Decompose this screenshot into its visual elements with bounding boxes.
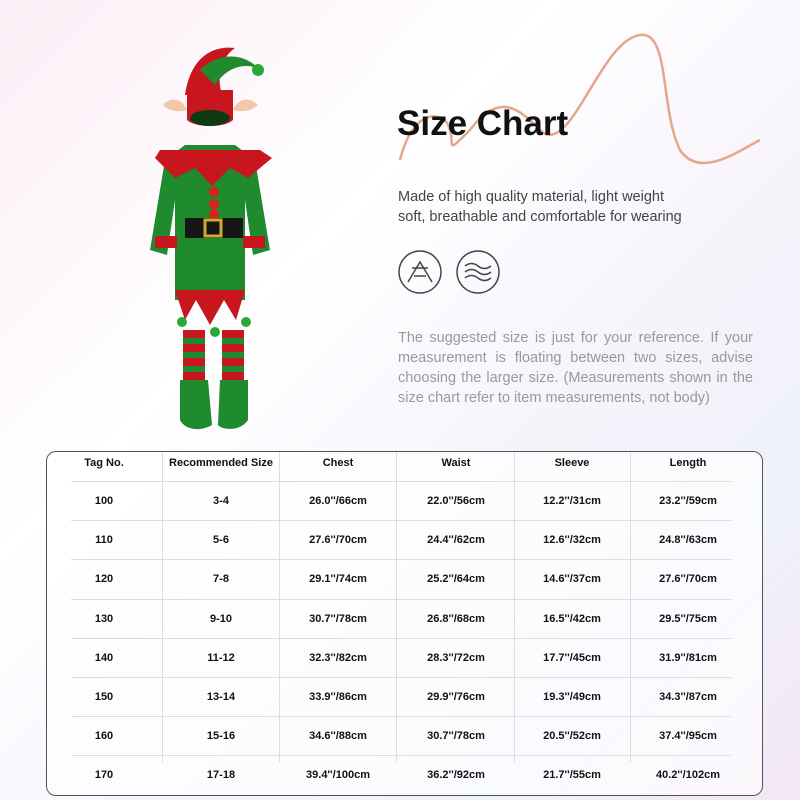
table-cell: 32.3''/82cm	[309, 651, 367, 664]
table-cell: 26.0''/66cm	[309, 495, 367, 507]
table-cell: 14.6''/37cm	[543, 573, 601, 586]
table-cell: 17-18	[206, 769, 236, 782]
table-cell: 9-10	[209, 612, 233, 625]
table-cell: 30.7''/78cm	[427, 730, 485, 743]
table-cell: 17.7''/45cm	[543, 651, 601, 664]
table-cell: 150	[94, 691, 114, 703]
table-cell: 28.3''/72cm	[427, 651, 485, 664]
decor	[150, 33, 761, 430]
elf-costume	[150, 47, 272, 430]
soft-icon	[456, 250, 500, 294]
icons	[398, 250, 500, 294]
row-divider	[71, 559, 731, 561]
table-cell: 110	[95, 534, 113, 547]
row-divider	[71, 755, 731, 757]
column-divider	[162, 452, 163, 762]
description: soft, breathable and comfortable for wea…	[398, 209, 682, 225]
table-cell: 130	[94, 612, 114, 625]
table-cell: 39.4''/100cm	[306, 769, 370, 782]
table-cell: 140	[94, 651, 114, 664]
note: The suggested size is just for your refe…	[398, 330, 753, 406]
decor-curve	[398, 33, 761, 165]
table-cell: 12.6''/32cm	[543, 534, 601, 547]
table-cell: 20.5''/52cm	[543, 730, 601, 743]
table-cell: 170	[94, 769, 114, 782]
table-cell: 7-8	[213, 573, 229, 586]
table-cell: 160	[94, 730, 114, 743]
row-divider	[71, 716, 731, 718]
table-cell: 24.4''/62cm	[427, 534, 485, 547]
column-divider	[396, 452, 397, 762]
table-cell: 31.9''/81cm	[659, 651, 717, 664]
description: Made of high quality material, light wei…	[398, 189, 664, 205]
size-table: Tag No. Recommended Size Chest Waist Sleeve L…	[46, 451, 763, 796]
row-divider	[71, 598, 731, 600]
column-header: Waist	[441, 457, 471, 469]
table-cell: 25.2''/64cm	[427, 573, 485, 586]
column-divider	[279, 452, 280, 762]
table-cell: 29.5''/75cm	[659, 612, 717, 625]
title: Size Chart	[397, 104, 569, 143]
column-header: Recommended Size	[169, 457, 273, 469]
column-divider	[630, 452, 631, 762]
column-divider	[514, 452, 515, 762]
table-cell: 27.6''/70cm	[659, 573, 717, 586]
column-header: Tag No.	[84, 457, 124, 469]
table-cell: 34.6''/88cm	[309, 730, 367, 743]
table-cell: 22.0''/56cm	[427, 495, 485, 507]
row-divider	[71, 520, 731, 522]
table-cell: 26.8''/68cm	[427, 612, 485, 625]
table-cell: 23.2''/59cm	[659, 495, 717, 507]
table-cell: 19.3''/49cm	[543, 691, 601, 703]
row-divider	[71, 637, 731, 639]
table-cell: 27.6''/70cm	[309, 534, 367, 547]
table-cell: 120	[94, 573, 114, 586]
table-cell: 29.9''/76cm	[427, 691, 485, 703]
table-cell: 21.7''/55cm	[543, 769, 601, 782]
row-divider	[71, 481, 731, 482]
column-header: Length	[669, 457, 707, 469]
table-cell: 29.1''/74cm	[309, 573, 367, 586]
table-cell: 13-14	[206, 691, 236, 703]
column-header: Chest	[322, 457, 354, 469]
table-cell: 12.2''/31cm	[543, 495, 601, 507]
table-cell: 33.9''/86cm	[309, 691, 367, 703]
table-cell: 11-12	[207, 651, 235, 664]
table-cell: 34.3''/87cm	[659, 691, 717, 703]
breathable-icon	[398, 250, 442, 294]
table-cell: 36.2''/92cm	[427, 769, 485, 782]
table-cell: 100	[94, 495, 114, 507]
table-cell: 5-6	[213, 534, 229, 547]
table-cell: 24.8''/63cm	[659, 534, 717, 547]
table-cell: 37.4''/95cm	[659, 730, 717, 743]
table-cell: 40.2''/102cm	[656, 769, 720, 782]
row-divider	[71, 677, 731, 678]
table-cell: 15-16	[206, 730, 236, 743]
table-cell: 3-4	[213, 495, 229, 507]
table-cell: 16.5''/42cm	[543, 612, 601, 625]
table-cell: 30.7''/78cm	[309, 612, 367, 625]
column-header: Sleeve	[554, 457, 590, 469]
